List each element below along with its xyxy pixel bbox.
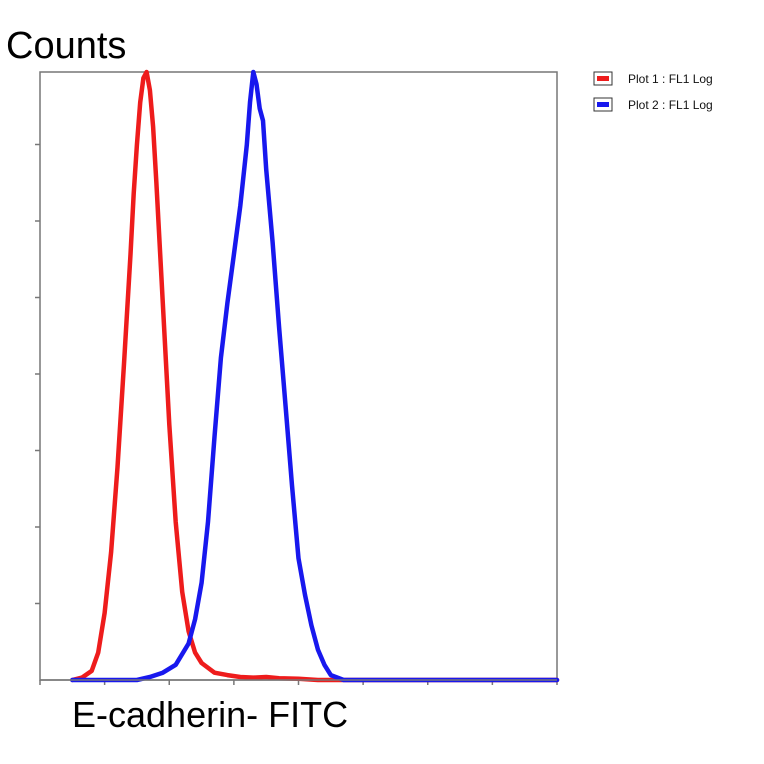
series-line-2 [70,69,560,683]
series-lines [70,69,560,683]
legend-label: Plot 2 : FL1 Log [628,98,713,112]
series-line-1 [70,69,560,683]
x-axis-label: E-cadherin- FITC [72,694,348,735]
y-axis-ticks [35,143,40,605]
legend-item-1: Plot 1 : FL1 Log [593,71,713,86]
legend-swatch [597,76,609,81]
legend-swatch [597,102,609,107]
legend: Plot 1 : FL1 Log Plot 2 : FL1 Log [593,71,713,112]
plot-frame [39,71,558,681]
legend-item-2: Plot 2 : FL1 Log [593,97,713,112]
legend-label: Plot 1 : FL1 Log [628,72,713,86]
y-axis-label: Counts [6,25,126,67]
